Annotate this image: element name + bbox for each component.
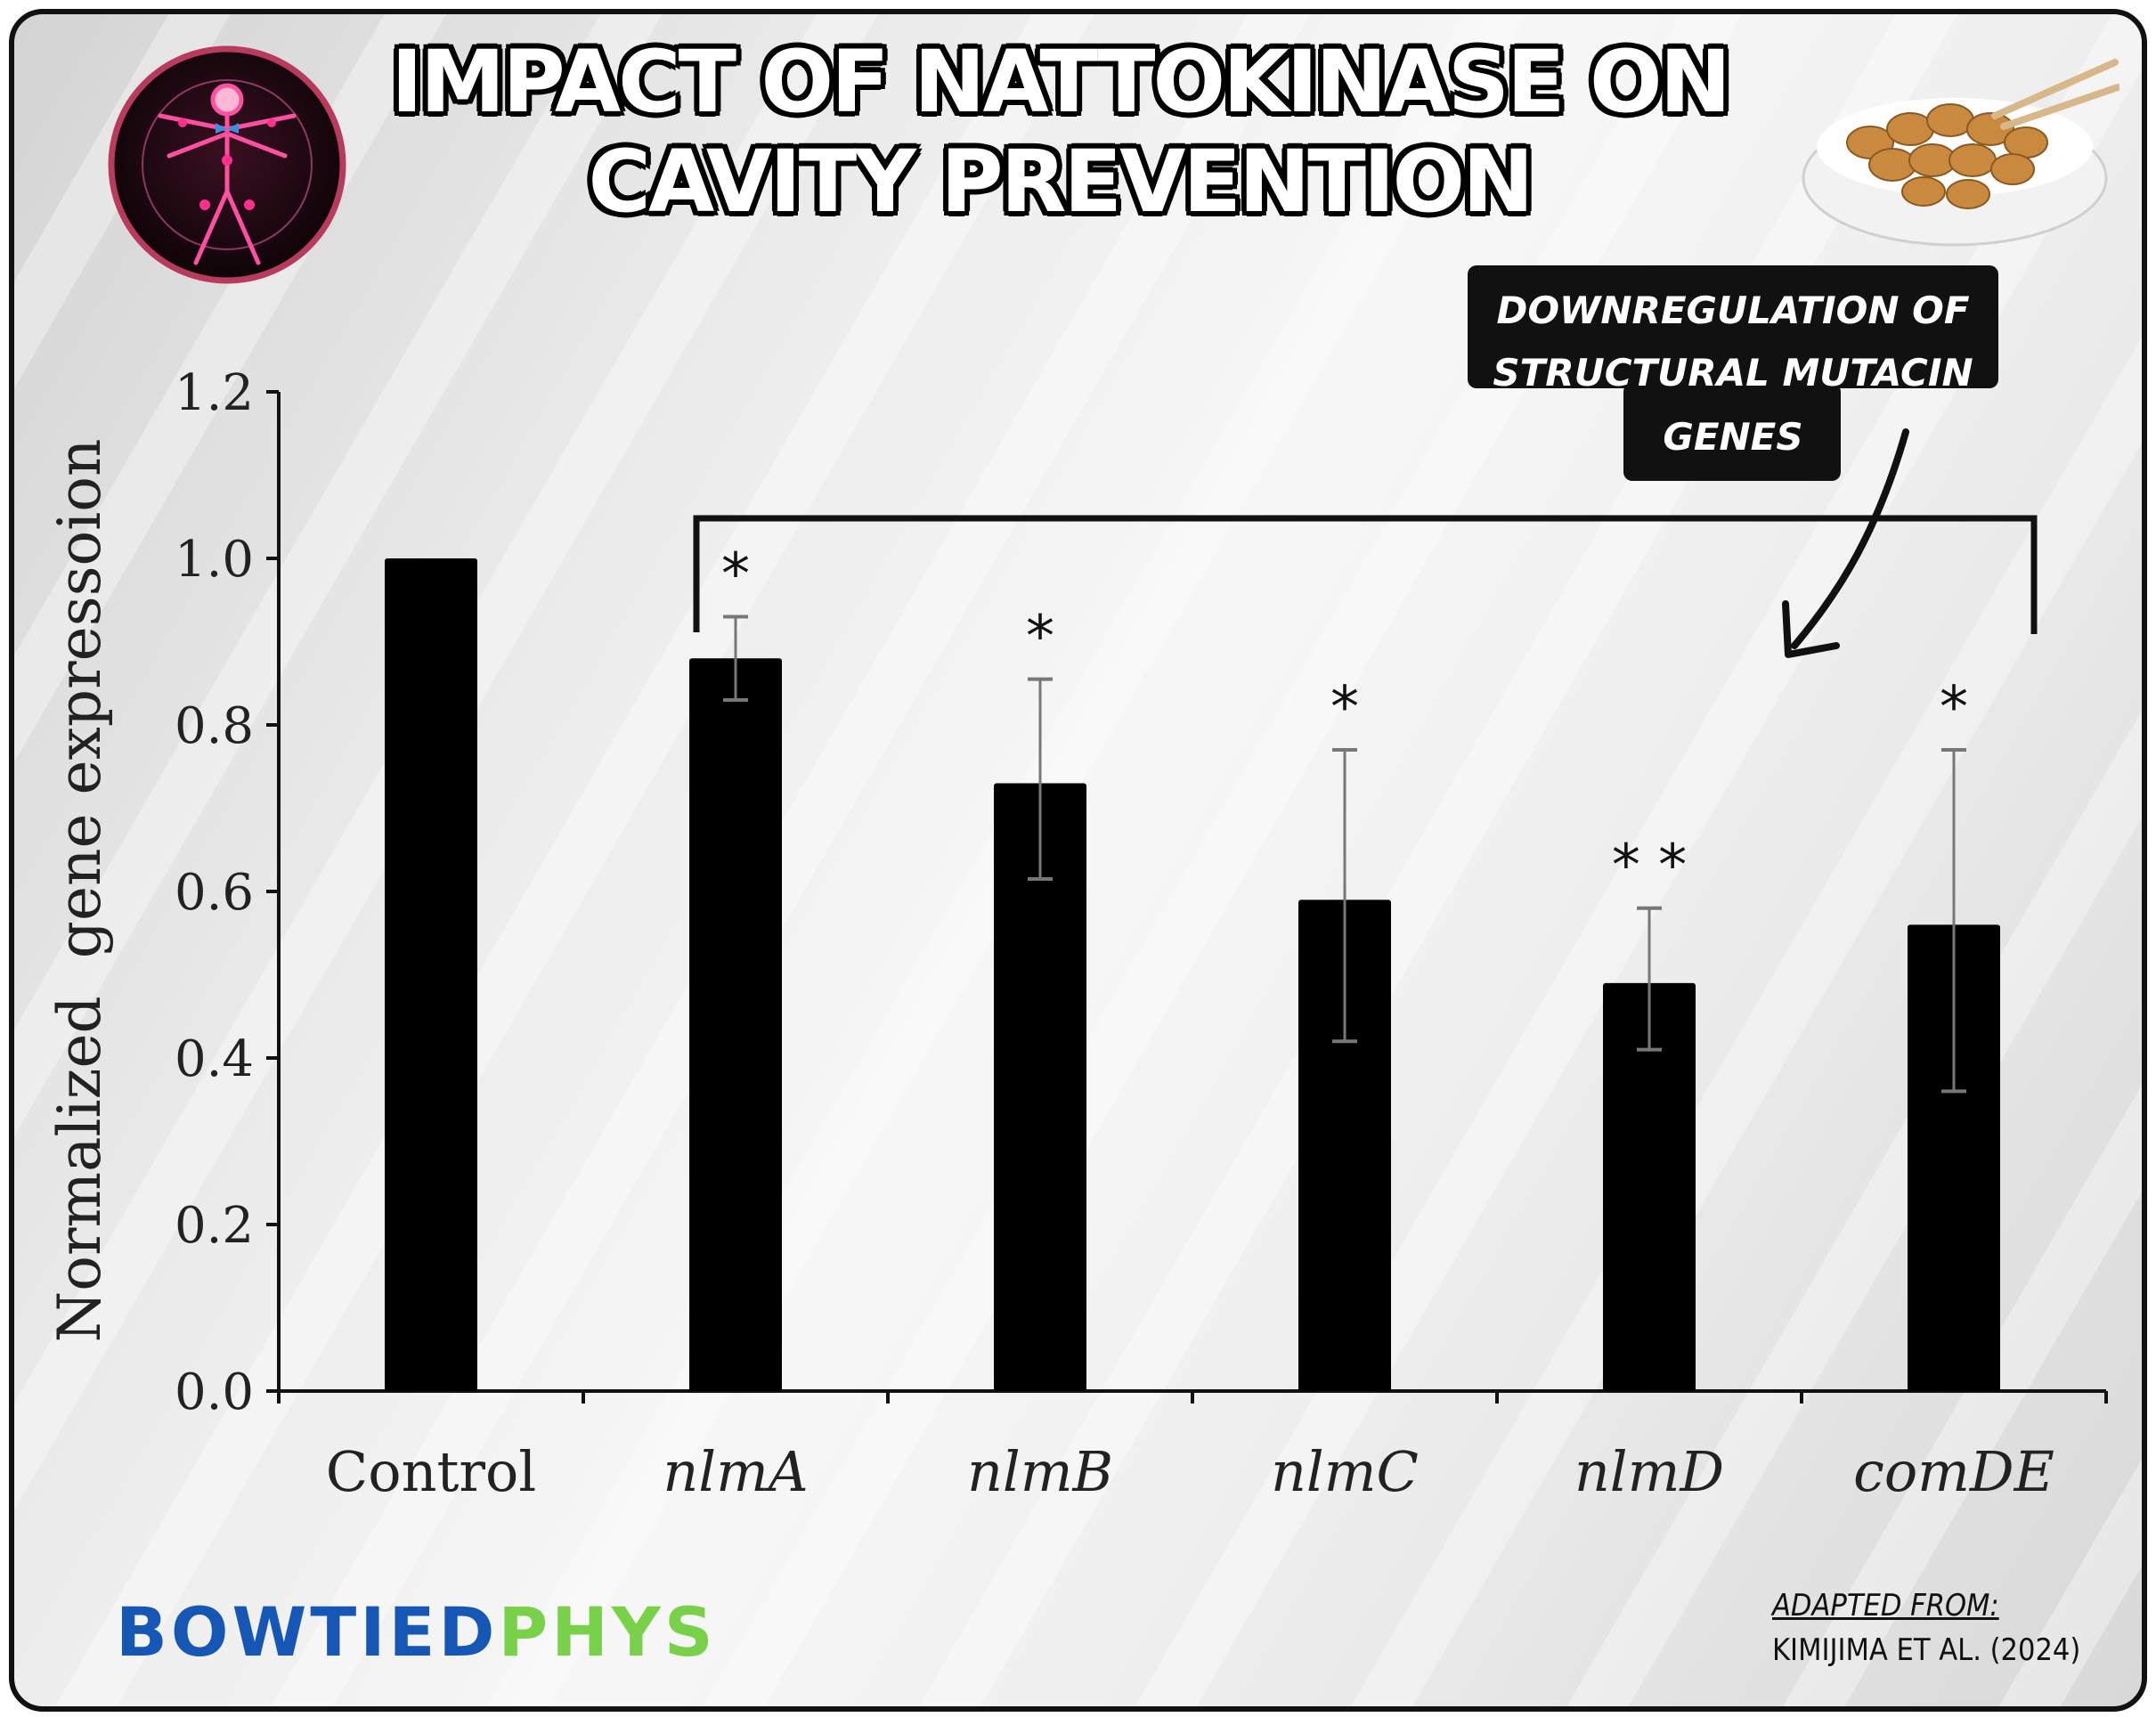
chart-bars [385, 558, 2000, 1391]
bar-nlmA [689, 658, 782, 1391]
y-tick-label: 0.4 [175, 1030, 254, 1088]
title-line-1: IMPACT OF NATTOKINASE ON [391, 32, 1731, 132]
bar-Control [385, 558, 477, 1391]
y-axis-label: Normalized gene expressoion [45, 438, 114, 1342]
brand-logo: BOWTIEDPHYS [116, 1592, 717, 1672]
significance-bracket [693, 515, 2038, 634]
source-citation: KIMIJIMA ET AL. (2024) [1772, 1632, 2081, 1668]
brand-part-2: PHYS [498, 1592, 717, 1672]
callout-line-3: GENES [1663, 415, 1803, 459]
x-tick-label-nlmA: nlmA [663, 1439, 808, 1504]
y-tick-label: 0.8 [175, 697, 254, 755]
x-tick-label-nlmD: nlmD [1574, 1439, 1724, 1504]
significance-marker-nlmB: * [1026, 605, 1054, 671]
anatomy-logo-icon [108, 45, 346, 284]
y-tick-label: 0.2 [175, 1197, 254, 1255]
y-tick-label: 1.0 [175, 531, 254, 589]
callout-arrow [1791, 428, 1909, 649]
bar-nlmD [1603, 982, 1696, 1391]
x-tick-label-nlmC: nlmC [1271, 1439, 1419, 1504]
natto-bowl-image [1802, 59, 2119, 247]
y-tick-label: 1.2 [175, 364, 254, 422]
chart-axes [266, 390, 2108, 1404]
significance-marker-nlmA: * [721, 541, 750, 607]
x-tick-label-nlmB: nlmB [967, 1439, 1113, 1504]
callout-line-1: DOWNREGULATION OF [1496, 289, 1970, 332]
arrow-head-icon [1782, 600, 1840, 658]
brand-part-1: BOWTIED [116, 1592, 499, 1672]
source-credit: ADAPTED FROM: KIMIJIMA ET AL. (2024) [1772, 1583, 2080, 1672]
bar-comDE [1908, 924, 2000, 1391]
x-tick-label-comDE: comDE [1853, 1439, 2054, 1504]
chart-title: IMPACT OF NATTOKINASE ON CAVITY PREVENTI… [356, 32, 1763, 232]
significance-marker-nlmD: * * [1612, 834, 1687, 899]
bar-nlmC [1298, 899, 1391, 1391]
chart-labels: 0.0 0.2 0.4 0.6 0.8 1.0 1.2 Control nlmA * nlmB * nl… [45, 364, 2054, 1504]
y-tick-label: 0.0 [175, 1363, 254, 1421]
callout-line-2: STRUCTURAL MUTACIN [1493, 351, 1973, 395]
title-line-2: CAVITY PREVENTION [588, 132, 1534, 232]
y-tick-label: 0.6 [175, 864, 254, 922]
significance-marker-nlmC: * [1330, 675, 1359, 741]
source-label: ADAPTED FROM: [1772, 1588, 1999, 1623]
callout-box-tab [1623, 383, 1841, 481]
x-tick-label-Control: Control [326, 1439, 536, 1504]
bar-nlmB [994, 783, 1086, 1391]
significance-marker-comDE: * [1940, 675, 1968, 741]
callout-box [1468, 265, 1998, 388]
